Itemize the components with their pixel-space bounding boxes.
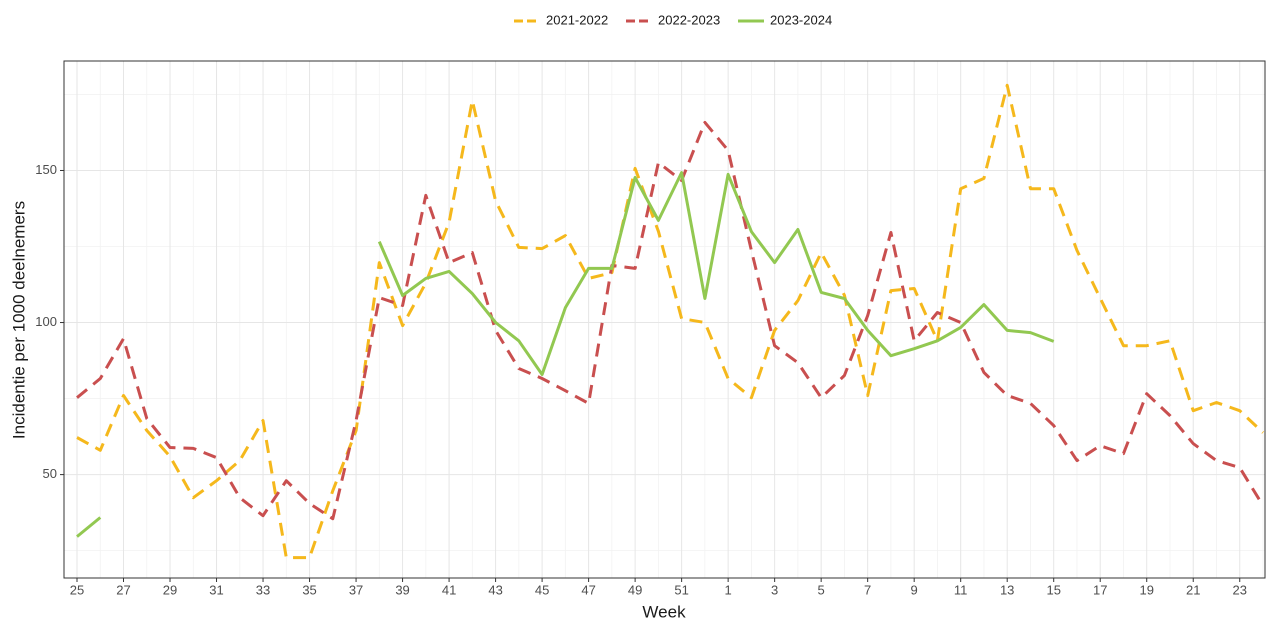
legend-item: 2023-2024 bbox=[738, 12, 832, 27]
x-tick-label: 17 bbox=[1093, 582, 1107, 597]
series-line bbox=[76, 120, 1265, 521]
legend-label: 2023-2024 bbox=[770, 12, 832, 27]
x-tick-label: 29 bbox=[163, 582, 177, 597]
y-axis-title: Incidentie per 1000 deelnemers bbox=[9, 201, 28, 439]
x-tick-label: 13 bbox=[1000, 582, 1014, 597]
legend-item: 2022-2023 bbox=[626, 12, 720, 27]
x-tick-label: 43 bbox=[488, 582, 502, 597]
x-tick-label: 49 bbox=[628, 582, 642, 597]
legend-label: 2022-2023 bbox=[658, 12, 720, 27]
series-line bbox=[377, 171, 1055, 376]
x-tick-label: 11 bbox=[954, 582, 968, 597]
legend-item: 2021-2022 bbox=[514, 12, 608, 27]
x-tick-label: 45 bbox=[535, 582, 549, 597]
x-tick-label: 41 bbox=[442, 582, 456, 597]
x-tick-label: 9 bbox=[911, 582, 918, 597]
x-tick-label: 25 bbox=[70, 582, 84, 597]
x-tick-label: 39 bbox=[395, 582, 409, 597]
x-tick-label: 1 bbox=[725, 582, 732, 597]
x-tick-label: 51 bbox=[674, 582, 688, 597]
x-tick-label: 19 bbox=[1139, 582, 1153, 597]
series-line bbox=[76, 83, 1265, 560]
x-tick-label: 35 bbox=[302, 582, 316, 597]
x-tick-label: 31 bbox=[209, 582, 223, 597]
x-tick-label: 47 bbox=[581, 582, 595, 597]
x-tick-label: 5 bbox=[818, 582, 825, 597]
x-tick-label: 33 bbox=[256, 582, 270, 597]
y-tick-label: 50 bbox=[43, 466, 57, 481]
x-tick-label: 21 bbox=[1186, 582, 1200, 597]
x-axis-title: Week bbox=[642, 602, 686, 621]
legend-label: 2021-2022 bbox=[546, 12, 608, 27]
plot-border bbox=[63, 60, 1266, 579]
x-tick-label: 3 bbox=[771, 582, 778, 597]
x-tick-label: 23 bbox=[1233, 582, 1247, 597]
series-line bbox=[76, 516, 102, 538]
x-tick-label: 37 bbox=[349, 582, 363, 597]
x-tick-label: 27 bbox=[116, 582, 130, 597]
y-tick-label: 100 bbox=[35, 314, 57, 329]
x-tick-label: 7 bbox=[864, 582, 871, 597]
y-tick-label: 150 bbox=[35, 162, 57, 177]
x-tick-label: 15 bbox=[1046, 582, 1060, 597]
